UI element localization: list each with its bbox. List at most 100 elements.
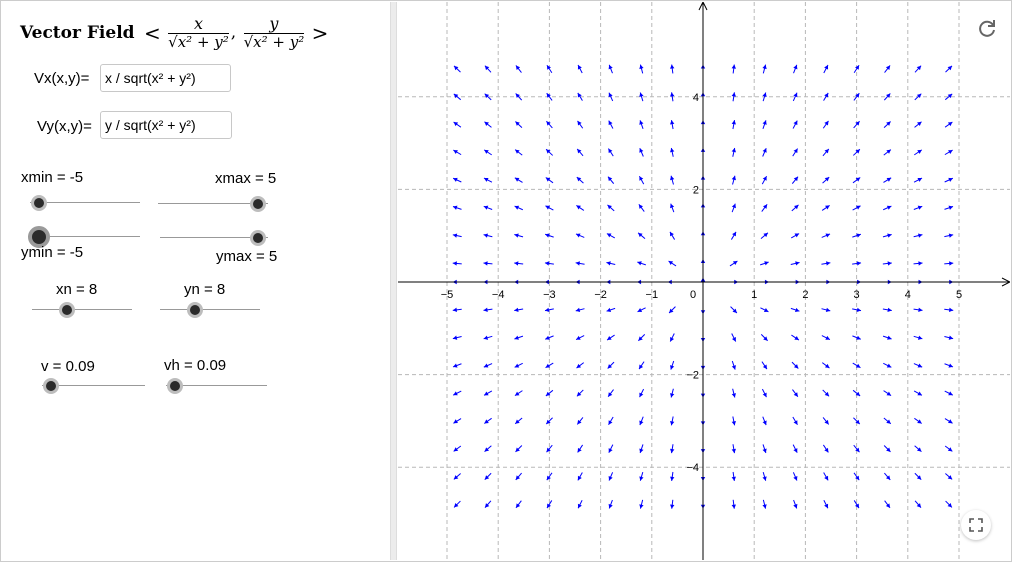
arrow-head — [453, 419, 458, 424]
slider-knob[interactable] — [187, 302, 203, 318]
vector-arrow — [760, 334, 768, 342]
arrow-head — [576, 363, 582, 369]
arrow-head — [483, 177, 489, 182]
arrow-head — [887, 307, 892, 313]
arrow-head — [826, 261, 831, 266]
vector-arrow — [639, 416, 644, 426]
vector-arrow — [545, 362, 554, 369]
arrow-head — [886, 149, 891, 154]
arrow-head — [917, 419, 922, 424]
vector-arrow — [484, 121, 492, 128]
vector-arrow — [852, 307, 862, 313]
vector-arrow — [762, 416, 767, 426]
vector-arrow — [576, 417, 584, 425]
vector-arrow — [546, 64, 553, 74]
vx-label: Vx(x,y)= — [34, 70, 90, 87]
vector-arrow — [514, 390, 523, 397]
ymin-slider[interactable] — [28, 226, 140, 248]
arrow-head — [668, 260, 674, 266]
arrow-head — [855, 419, 860, 425]
vector-arrow — [913, 363, 923, 368]
arrow-head — [855, 363, 861, 368]
arrow-head — [824, 475, 829, 481]
title-open-bracket: < — [143, 21, 161, 45]
vector-arrow — [607, 176, 615, 184]
slider-knob[interactable] — [59, 302, 75, 318]
slider-knob[interactable] — [28, 226, 50, 248]
slider-knob[interactable] — [43, 378, 59, 394]
vector-arrow — [606, 334, 615, 341]
arrow-head — [762, 476, 767, 481]
vector-arrow — [944, 363, 954, 368]
arrow-head — [577, 92, 582, 98]
arrow-head — [885, 503, 891, 508]
arrow-head — [885, 475, 891, 480]
vx-input[interactable]: x / sqrt(x² + y²) — [100, 64, 231, 92]
arrow-head — [639, 64, 644, 70]
arrow-head — [732, 260, 738, 266]
arrow-head — [453, 150, 458, 155]
xmin-slider[interactable] — [30, 193, 140, 213]
arrow-head — [484, 65, 490, 71]
vector-arrow — [914, 93, 922, 101]
arrow-head — [947, 93, 953, 99]
slider-knob[interactable] — [250, 230, 266, 246]
arrow-head — [670, 120, 675, 125]
vector-arrow — [514, 335, 524, 340]
arrow-head — [637, 308, 643, 312]
arrow-head — [514, 335, 519, 340]
vector-arrow — [821, 261, 831, 266]
arrow-head — [639, 476, 644, 481]
slider-track — [32, 309, 132, 310]
vector-arrow — [483, 363, 493, 368]
vector-arrow — [608, 444, 614, 453]
arrow-head — [916, 65, 922, 71]
vector-arrow — [452, 363, 462, 368]
reset-button[interactable] — [972, 13, 1002, 43]
vector-arrow — [452, 177, 462, 183]
arrow-head — [886, 177, 892, 182]
vh-slider[interactable] — [166, 376, 267, 396]
vector-arrow — [853, 92, 860, 101]
slider-track — [158, 203, 268, 204]
arrow-head — [794, 233, 800, 238]
vector-arrow — [913, 307, 923, 313]
vector-arrow — [914, 417, 922, 424]
x-tick-label: 1 — [751, 289, 757, 301]
graphics-view[interactable]: −5 −4 −3 −2 −1 0 1 2 3 4 5 4 2 −2 −4 — [398, 0, 1012, 560]
slider-knob[interactable] — [250, 196, 266, 212]
vector-arrow — [453, 149, 462, 156]
panel-divider[interactable] — [390, 2, 397, 560]
vector-arrow — [606, 261, 616, 266]
vector-arrow — [944, 418, 953, 424]
xn-slider[interactable] — [32, 300, 132, 320]
vector-arrow — [790, 307, 800, 313]
xmax-slider[interactable] — [158, 194, 268, 214]
vector-field-plot[interactable]: −5 −4 −3 −2 −1 0 1 2 3 4 5 4 2 −2 −4 — [398, 0, 1012, 560]
vector-arrow — [944, 390, 954, 396]
arrow-head — [855, 93, 860, 98]
arrow-head — [515, 93, 520, 98]
slider-knob[interactable] — [31, 195, 47, 211]
y-numerator: y — [243, 16, 305, 34]
vector-arrow — [670, 444, 675, 454]
arrow-head — [639, 364, 644, 370]
arrow-head — [856, 205, 861, 210]
v-slider[interactable] — [42, 376, 145, 396]
vector-arrow — [945, 500, 953, 508]
vector-arrow — [821, 335, 831, 341]
arrow-head — [577, 65, 582, 70]
ymax-slider[interactable] — [160, 228, 268, 248]
slider-knob[interactable] — [167, 378, 183, 394]
fullscreen-button[interactable] — [961, 510, 991, 540]
arrow-head — [887, 233, 892, 238]
vector-arrow — [576, 389, 584, 397]
vector-arrow — [731, 499, 736, 509]
arrow-head — [731, 337, 736, 342]
arrow-head — [948, 363, 953, 368]
vector-arrow — [668, 306, 676, 314]
arrow-head — [887, 335, 892, 340]
vy-input[interactable]: y / sqrt(x² + y²) — [100, 111, 232, 139]
arrow-head — [762, 64, 767, 70]
yn-slider[interactable] — [160, 300, 260, 320]
